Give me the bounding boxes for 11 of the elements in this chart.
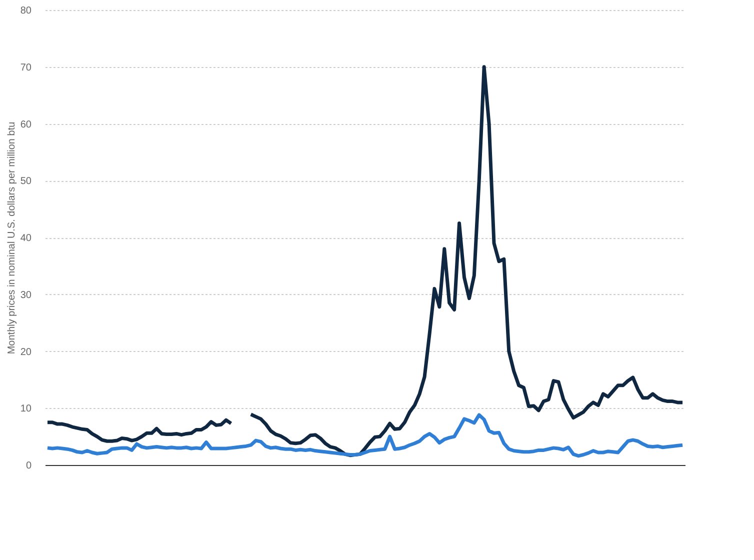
y-tick-label: 10 [20,404,32,415]
y-axis-title: Monthly prices in nominal U.S. dollars per million btu [6,122,18,354]
y-tick-label: 30 [20,290,32,301]
y-tick-label: 40 [20,233,32,244]
y-tick-label: 80 [20,6,32,16]
y-tick-label: 70 [20,62,32,74]
y-tick-label: 20 [20,346,32,358]
y-tick-label: 60 [20,119,32,130]
y-tick-label: 50 [20,176,32,188]
line-series [46,413,684,458]
y-tick-label: 0 [26,460,32,472]
